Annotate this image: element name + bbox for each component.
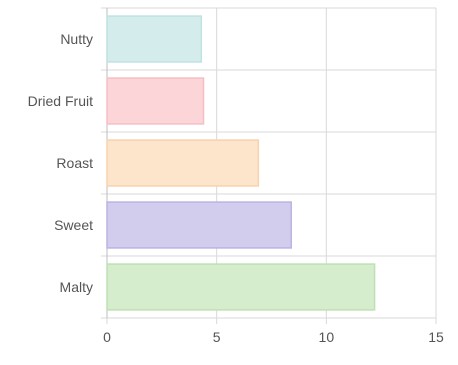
category-label: Dried Fruit	[28, 93, 93, 109]
x-tick-label: 15	[428, 329, 444, 345]
bar-sweet	[106, 201, 292, 249]
x-tick-label: 10	[319, 329, 335, 345]
category-label: Roast	[56, 155, 93, 171]
category-labels: Nutty Dried Fruit Roast Sweet Malty	[28, 31, 93, 295]
x-tick-label: 5	[213, 329, 221, 345]
bar-dried-fruit	[106, 77, 205, 125]
category-label: Malty	[60, 279, 93, 295]
category-label: Sweet	[54, 217, 93, 233]
bar-roast	[106, 139, 260, 187]
bar-malty	[106, 263, 376, 311]
category-label: Nutty	[60, 31, 93, 47]
bar-nutty	[106, 15, 203, 63]
x-tick-label: 0	[103, 329, 111, 345]
x-tick-labels: 0 5 10 15	[103, 329, 444, 345]
bars	[106, 15, 376, 311]
